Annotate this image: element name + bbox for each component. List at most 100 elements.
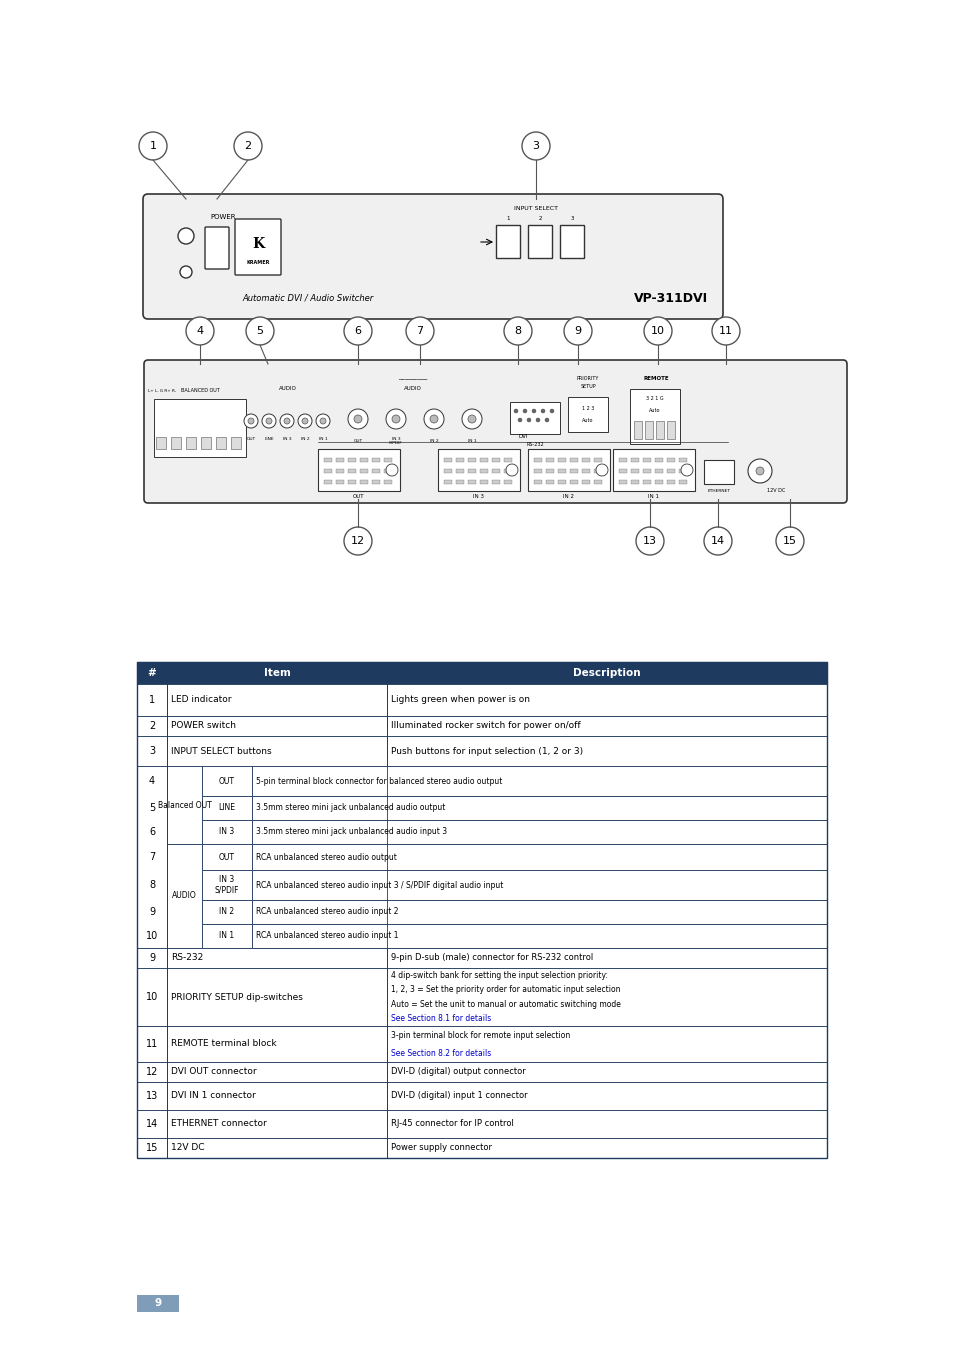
Text: Push buttons for input selection (1, 2 or 3): Push buttons for input selection (1, 2 o… <box>391 746 582 756</box>
Circle shape <box>563 317 592 345</box>
Bar <box>231 437 241 450</box>
Text: 10: 10 <box>650 326 664 336</box>
Circle shape <box>386 409 406 429</box>
Bar <box>359 458 368 462</box>
Bar <box>167 844 202 948</box>
Circle shape <box>503 317 532 345</box>
Circle shape <box>536 418 539 422</box>
Bar <box>456 468 463 473</box>
Bar <box>630 481 639 483</box>
Text: 5: 5 <box>256 326 263 336</box>
Circle shape <box>186 317 213 345</box>
Text: AUDIO: AUDIO <box>279 386 296 391</box>
Text: Automatic DVI / Audio Switcher: Automatic DVI / Audio Switcher <box>242 294 374 302</box>
Bar <box>492 481 499 483</box>
Text: DVI IN 1 connector: DVI IN 1 connector <box>171 1091 255 1101</box>
Bar <box>387 948 826 968</box>
Text: Auto: Auto <box>649 409 660 413</box>
Bar <box>567 397 607 432</box>
Bar <box>545 481 554 483</box>
Text: IN 3
S/PDIF: IN 3 S/PDIF <box>389 437 402 445</box>
Text: 3-pin terminal block for remote input selection: 3-pin terminal block for remote input se… <box>391 1030 570 1040</box>
Circle shape <box>344 527 372 555</box>
Circle shape <box>297 414 312 428</box>
Text: See Section 8.1 for details: See Section 8.1 for details <box>391 1014 491 1024</box>
Bar <box>387 1062 826 1082</box>
Bar <box>384 468 392 473</box>
Text: Auto = Set the unit to manual or automatic switching mode: Auto = Set the unit to manual or automat… <box>391 999 620 1009</box>
Bar <box>618 458 626 462</box>
Text: RS-232: RS-232 <box>526 441 543 447</box>
Text: IN 2: IN 2 <box>429 439 437 443</box>
Text: SETUP: SETUP <box>579 383 596 389</box>
Bar <box>171 437 181 450</box>
Circle shape <box>747 459 771 483</box>
Text: BALANCED OUT: BALANCED OUT <box>180 389 219 394</box>
Bar <box>167 684 387 716</box>
Text: 1: 1 <box>150 141 156 152</box>
Text: IN 1: IN 1 <box>318 437 327 441</box>
Bar <box>201 437 211 450</box>
Bar <box>581 481 589 483</box>
Text: POWER switch: POWER switch <box>171 722 235 731</box>
Text: Auto: Auto <box>581 418 593 424</box>
Bar <box>335 468 344 473</box>
Text: 7: 7 <box>416 326 423 336</box>
Bar <box>558 458 565 462</box>
Bar <box>594 481 601 483</box>
Circle shape <box>406 317 434 345</box>
Bar <box>317 450 399 492</box>
Bar <box>167 1137 387 1158</box>
Bar <box>655 468 662 473</box>
Bar <box>137 662 826 684</box>
Text: 11: 11 <box>719 326 732 336</box>
Bar <box>703 460 733 483</box>
Circle shape <box>244 414 257 428</box>
Bar <box>137 1137 167 1158</box>
Text: IN 3: IN 3 <box>219 827 234 837</box>
Circle shape <box>178 227 193 244</box>
Text: 15: 15 <box>146 1143 158 1154</box>
Circle shape <box>526 418 531 422</box>
FancyBboxPatch shape <box>234 219 281 275</box>
Text: VP-311DVI: VP-311DVI <box>633 291 707 305</box>
Bar <box>558 481 565 483</box>
Bar <box>437 450 519 492</box>
Text: RS-232: RS-232 <box>171 953 203 963</box>
Text: 3: 3 <box>532 141 539 152</box>
Circle shape <box>348 409 368 429</box>
Text: IN 2: IN 2 <box>219 907 234 917</box>
Bar <box>387 1026 826 1062</box>
Bar <box>456 481 463 483</box>
Bar <box>252 766 826 796</box>
Text: 6: 6 <box>355 326 361 336</box>
Circle shape <box>392 414 399 422</box>
Bar <box>137 948 167 968</box>
Bar <box>443 468 452 473</box>
Bar <box>167 1062 387 1082</box>
Circle shape <box>180 265 192 278</box>
Text: 13: 13 <box>146 1091 158 1101</box>
Text: 11: 11 <box>146 1039 158 1049</box>
Bar <box>534 458 541 462</box>
Bar <box>468 481 476 483</box>
Bar <box>630 458 639 462</box>
Bar <box>503 481 512 483</box>
Text: L+ L- G R+ R-: L+ L- G R+ R- <box>148 389 176 393</box>
Bar <box>618 468 626 473</box>
Circle shape <box>522 409 526 413</box>
Circle shape <box>284 418 290 424</box>
Text: K: K <box>252 237 264 250</box>
Bar <box>545 458 554 462</box>
Bar <box>384 481 392 483</box>
Bar <box>679 481 686 483</box>
Bar <box>335 458 344 462</box>
Bar <box>642 468 650 473</box>
Text: Item: Item <box>263 668 290 678</box>
Text: 12V DC: 12V DC <box>171 1144 204 1152</box>
Bar <box>534 481 541 483</box>
Bar <box>372 481 379 483</box>
Bar <box>359 481 368 483</box>
Bar <box>496 225 519 259</box>
Circle shape <box>302 418 308 424</box>
